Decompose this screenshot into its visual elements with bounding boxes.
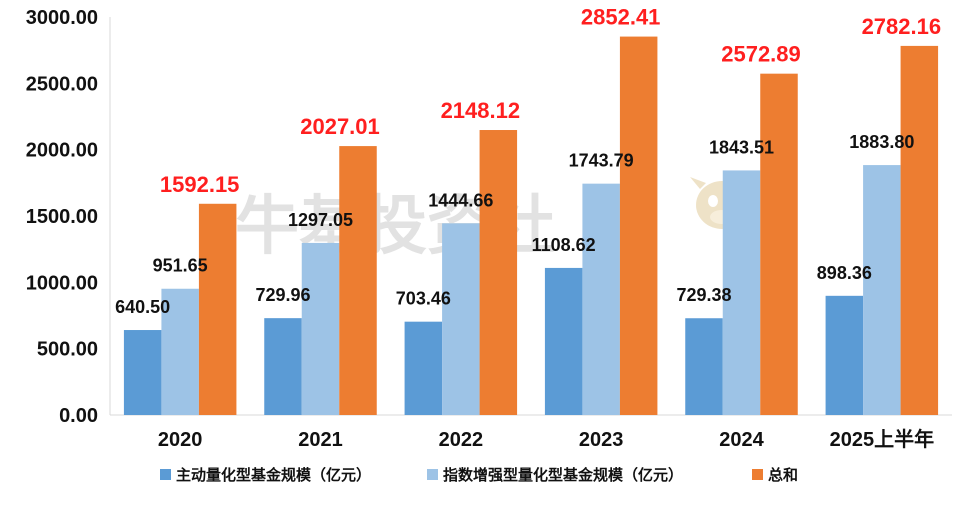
data-labels: 640.50 951.65 1592.15 729.96 1297.05 2027.01 7…	[115, 5, 941, 317]
bar-active	[264, 318, 302, 415]
legend: 主动量化型基金规模（亿元） 指数增强型量化型基金规模（亿元） 总和	[160, 466, 798, 484]
y-tick-label: 1000.00	[26, 272, 98, 294]
bar-value-label: 640.50	[115, 297, 170, 317]
bar-value-label: 951.65	[153, 256, 208, 276]
total-value-label: 2572.89	[721, 42, 801, 67]
axes: 0.00 500.00 1000.00 1500.00 2000.00 2500.00 30…	[26, 7, 952, 451]
bar-index-enhanced	[301, 242, 340, 415]
bar-value-label: 898.36	[817, 263, 872, 283]
bar-value-label: 1883.80	[849, 132, 914, 152]
bar-index-enhanced	[161, 288, 199, 415]
legend-label: 指数增强型量化型基金规模（亿元）	[443, 466, 683, 484]
bar-total	[479, 130, 518, 415]
x-tick-label: 2021	[298, 429, 343, 451]
y-tick-label: 500.00	[37, 339, 98, 361]
total-value-label: 2027.01	[300, 114, 380, 139]
bars	[123, 36, 939, 416]
bar-active	[825, 295, 864, 415]
total-value-label: 2782.16	[862, 14, 942, 39]
bar-total	[760, 73, 798, 415]
total-value-label: 1592.15	[160, 172, 240, 197]
bar-active	[544, 267, 583, 415]
bar-active	[685, 318, 723, 415]
total-value-label: 2852.41	[581, 5, 661, 30]
legend-swatch	[427, 469, 438, 480]
total-value-label: 2148.12	[441, 98, 521, 123]
bar-index-enhanced	[582, 183, 620, 415]
x-tick-label: 2022	[439, 429, 484, 451]
y-tick-label: 3000.00	[26, 7, 98, 29]
x-tick-label: 2025上半年	[830, 427, 935, 451]
y-tick-label: 2000.00	[26, 140, 98, 162]
legend-swatch	[752, 469, 763, 480]
legend-label: 主动量化型基金规模（亿元）	[176, 466, 371, 484]
bar-value-label: 1843.51	[709, 137, 774, 157]
x-tick-label: 2024	[719, 429, 764, 451]
bar-index-enhanced	[442, 223, 480, 415]
y-tick-label: 1500.00	[26, 206, 98, 228]
x-tick-label: 2023	[579, 429, 624, 451]
bar-active	[404, 321, 443, 415]
bar-total	[198, 203, 237, 415]
y-tick-label: 2500.00	[26, 73, 98, 95]
bar-index-enhanced	[863, 165, 901, 415]
bar-total	[900, 45, 939, 415]
bar-value-label: 1444.66	[428, 190, 493, 210]
bar-value-label: 729.38	[676, 285, 731, 305]
legend-label: 总和	[768, 466, 798, 484]
bar-value-label: 729.96	[255, 285, 310, 305]
bar-value-label: 1297.05	[288, 210, 353, 230]
bar-value-label: 703.46	[396, 289, 451, 309]
legend-swatch	[160, 469, 171, 480]
y-tick-label: 0.00	[59, 405, 98, 427]
bar-value-label: 1743.79	[569, 151, 634, 171]
x-tick-label: 2020	[158, 429, 203, 451]
bar-active	[123, 330, 162, 415]
bar-index-enhanced	[722, 170, 761, 415]
bar-value-label: 1108.62	[532, 235, 596, 255]
bar-total	[339, 146, 377, 415]
bar-total	[619, 36, 658, 416]
